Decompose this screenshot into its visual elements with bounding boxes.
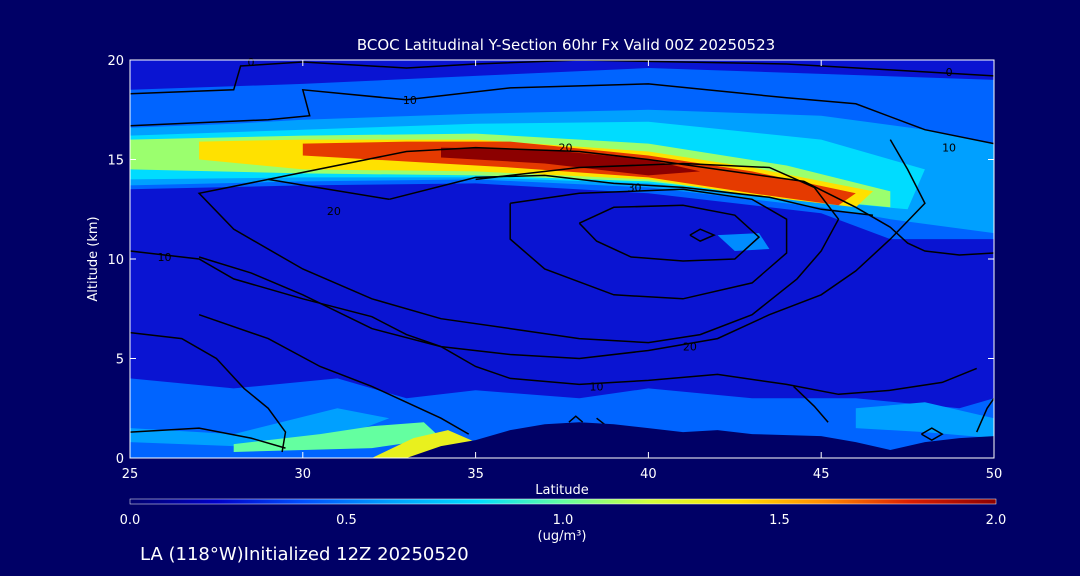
contour-line-2	[268, 146, 994, 256]
x-axis-label: Latitude	[535, 483, 589, 498]
contour-label-8: 10	[590, 380, 604, 393]
colorbar-tick-label: 1.0	[553, 513, 574, 528]
contour-line-14	[793, 385, 829, 423]
y-tick-label: 0	[116, 452, 124, 467]
x-tick-label: 25	[122, 467, 139, 482]
contour-line-0	[130, 60, 994, 95]
colorbar-unit-label: (ug/m³)	[538, 529, 587, 544]
contour-line-7	[197, 162, 840, 344]
contour-line-5	[509, 188, 788, 300]
x-tick-label: 35	[467, 467, 484, 482]
contour-line-9	[130, 250, 977, 396]
y-tick-label: 5	[116, 353, 124, 368]
x-axis-ticks: 25 30 35 40 45 50	[122, 60, 1003, 482]
contour-line-12	[130, 427, 286, 449]
contour-line-16	[976, 397, 994, 433]
initialized-text: LA (118°W)Initialized 12Z 20250520	[140, 544, 469, 565]
fill-layer-12	[717, 233, 770, 251]
contour-line-15	[921, 427, 944, 441]
contour-line-1	[130, 83, 994, 145]
x-tick-label: 50	[986, 467, 1003, 482]
contour-label-0: 0	[946, 66, 953, 79]
x-tick-label: 40	[640, 467, 657, 482]
colorbar-tick-label: 0.0	[120, 513, 141, 528]
contour-label-1: 10	[403, 94, 417, 107]
contour-label-7: 20	[683, 341, 697, 354]
contour-label-5: 20	[327, 205, 341, 218]
contour-label-9: 0	[247, 56, 254, 69]
fill-layer-6	[441, 147, 701, 176]
contour-label-2: 10	[942, 142, 956, 155]
x-tick-label: 30	[295, 467, 312, 482]
fill-layer-5	[302, 141, 856, 206]
contour-line-4	[578, 204, 761, 262]
terrain-shape	[406, 422, 994, 458]
contour-line-11	[130, 331, 287, 453]
contour-line-10	[198, 313, 470, 435]
temperature-contours	[130, 60, 994, 453]
concentration-fill	[130, 68, 994, 458]
fill-layer-10	[233, 422, 441, 452]
colorbar-tick-label: 1.5	[769, 513, 790, 528]
contour-line-6	[689, 228, 717, 242]
contour-label-3: 20	[558, 142, 572, 155]
colorbar-tick-label: 2.0	[986, 513, 1007, 528]
terrain	[406, 422, 994, 458]
contour-label-4: 30	[628, 181, 642, 194]
y-axis-label: Altitude (km)	[86, 216, 101, 301]
x-tick-label: 45	[813, 467, 830, 482]
contour-line-13	[568, 415, 584, 423]
contour-line-8	[198, 139, 926, 360]
y-axis-ticks: 0 5 10 15 20	[107, 54, 994, 467]
colorbar	[129, 498, 997, 505]
contour-line-3	[389, 174, 874, 216]
contour-labels: 0 10 10 20 30 20 10 20 10 0	[158, 56, 957, 393]
fill-layer-9	[855, 402, 994, 439]
contour-label-6: 10	[158, 251, 172, 264]
y-tick-label: 15	[107, 154, 124, 169]
y-tick-label: 10	[107, 253, 124, 268]
y-tick-label: 20	[107, 54, 124, 69]
chart-title: BCOC Latitudinal Y-Section 60hr Fx Valid…	[357, 36, 775, 54]
colorbar-tick-label: 0.5	[336, 513, 357, 528]
colorbar-ticks: 0.0 0.5 1.0 1.5 2.0	[120, 513, 1007, 528]
